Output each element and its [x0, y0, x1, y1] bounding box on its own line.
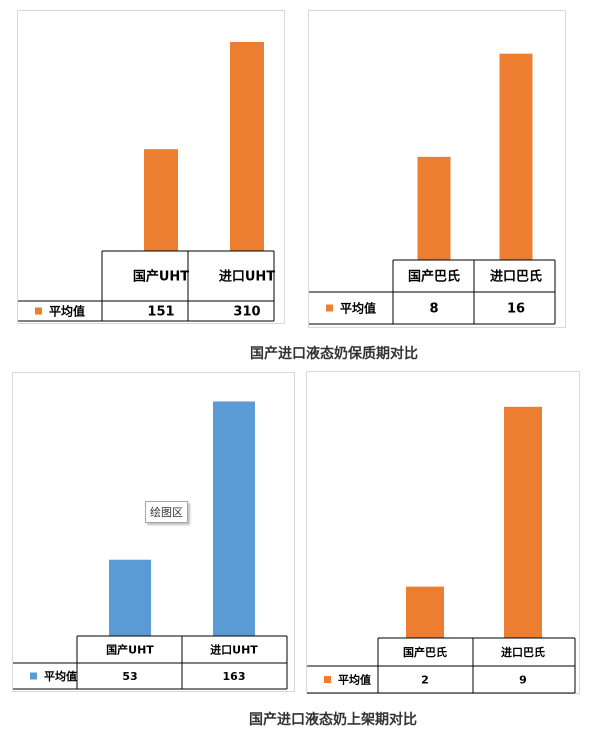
bar-imported — [213, 401, 255, 636]
legend-swatch — [35, 307, 42, 315]
legend-series-name: 平均值 — [44, 669, 77, 683]
bar-chart-uht-listing-period: 国产UHT 进口UHT 53 163 平均值 — [13, 401, 288, 690]
bar-domestic — [406, 586, 444, 638]
bar-chart-uht-shelf-life: 国产UHT 进口UHT 151 310 平均值 — [18, 41, 275, 322]
data-label: 53 — [122, 670, 137, 683]
data-label: 151 — [147, 305, 174, 320]
legend-series-name: 平均值 — [49, 303, 85, 318]
bar-domestic — [417, 156, 451, 260]
category-label: 国产UHT — [106, 642, 154, 656]
category-label: 进口UHT — [210, 642, 258, 656]
legend-swatch — [324, 676, 331, 683]
category-label: 进口UHT — [219, 270, 275, 285]
chart-panel-domestic-imported-uht-shelf-life: 国产UHT 进口UHT 151 310 平均值 — [17, 10, 285, 324]
bar-domestic — [144, 149, 178, 251]
data-label: 16 — [507, 302, 525, 317]
bar-imported — [499, 53, 533, 261]
category-label: 国产巴氏 — [408, 269, 460, 285]
data-label: 163 — [223, 670, 246, 683]
data-label: 2 — [421, 673, 429, 686]
bar-imported — [504, 406, 542, 638]
legend-swatch — [30, 672, 37, 680]
caption-listing-period: 国产进口液态奶上架期对比 — [249, 712, 417, 728]
bar-chart-pasteurized-shelf-life: 国产巴氏 进口巴氏 8 16 平均值 — [309, 53, 556, 325]
bar-domestic — [109, 559, 151, 636]
category-label: 国产巴氏 — [403, 645, 447, 659]
category-label: 国产UHT — [133, 269, 189, 285]
chart-panel-domestic-imported-uht-listing-period: 国产UHT 进口UHT 53 163 平均值 绘图区 — [12, 372, 295, 692]
data-label: 9 — [519, 673, 527, 686]
legend-series-name: 平均值 — [340, 300, 376, 315]
bar-chart-pasteurized-listing-period: 国产巴氏 进口巴氏 2 9 平均值 — [307, 406, 576, 694]
plot-area-tooltip: 绘图区 — [145, 501, 188, 523]
category-label: 进口巴氏 — [501, 645, 545, 659]
caption-shelf-life: 国产进口液态奶保质期对比 — [250, 346, 418, 362]
chart-panel-domestic-imported-pasteurized-listing-period: 国产巴氏 进口巴氏 2 9 平均值 — [306, 371, 580, 694]
bar-imported — [230, 41, 264, 251]
data-label: 8 — [429, 302, 438, 317]
chart-panel-domestic-imported-pasteurized-shelf-life: 国产巴氏 进口巴氏 8 16 平均值 — [308, 10, 566, 328]
legend-swatch — [326, 304, 333, 312]
legend-series-name: 平均值 — [338, 672, 371, 686]
category-label: 进口巴氏 — [490, 270, 542, 285]
data-label: 310 — [233, 305, 260, 320]
